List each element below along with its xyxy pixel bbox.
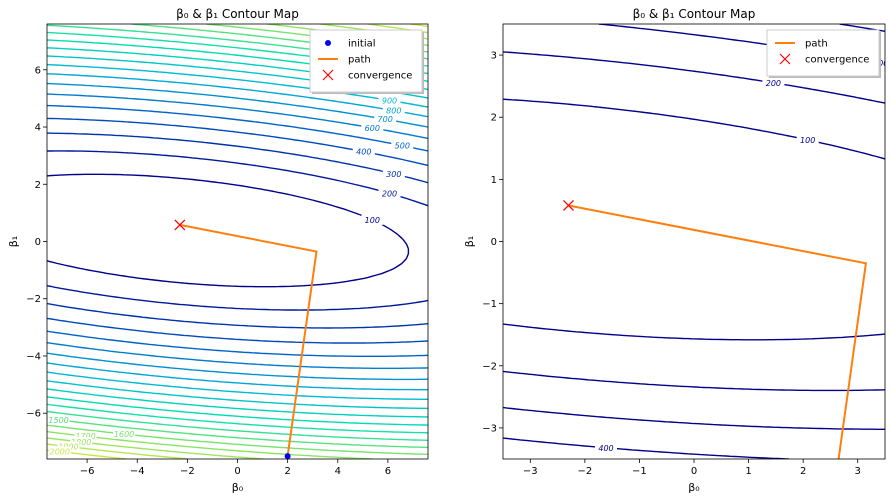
y-tick-label: 3 (491, 51, 497, 62)
legend-label-initial: initial (348, 39, 376, 50)
contour-label-1500: 1500 (48, 416, 68, 425)
legend-label-convergence: convergence (348, 71, 412, 82)
right-legend: path convergence (766, 29, 881, 78)
y-tick-label: 0 (491, 237, 497, 248)
gradient-path (568, 204, 868, 459)
x-tick-label: −3 (523, 466, 538, 477)
legend-marker-initial (325, 40, 331, 46)
contour-label-2000: 2000 (50, 448, 70, 457)
x-tick-label: 4 (335, 466, 341, 477)
x-tick-label: −1 (632, 466, 647, 477)
contour-label-1600: 1600 (114, 430, 134, 439)
legend-box (766, 29, 880, 77)
contour-label-bg-200 (762, 77, 785, 88)
contour-label-bg-300 (382, 168, 405, 179)
contour-label-bg-200 (378, 188, 401, 199)
left-legend: initial path convergence (309, 29, 424, 94)
contour-label-bg-2000 (48, 446, 71, 457)
x-tick-label: 2 (284, 466, 290, 477)
contour-label-200: 200 (766, 79, 781, 88)
contour-label-700: 700 (378, 115, 393, 124)
y-tick-label: 1 (491, 175, 497, 186)
y-tick-label: 4 (35, 123, 41, 134)
y-tick-label: −6 (26, 409, 41, 420)
left-ticks: −6 −4 −2 0 2 4 6 −6 −4 −2 0 2 4 6 (26, 65, 391, 477)
contour-label-500: 500 (395, 142, 410, 151)
legend-label-path: path (348, 55, 371, 66)
left-xlabel: β₀ (232, 481, 244, 494)
y-tick-label: −3 (482, 423, 497, 434)
contour-label-bg-400 (352, 146, 375, 157)
contour-label-bg-1800 (70, 437, 93, 447)
convergence-marker (563, 199, 574, 211)
right-ylabel: β₁ (463, 236, 476, 247)
contour-label-bg-1600 (113, 429, 136, 439)
contour-label-400: 400 (598, 444, 613, 453)
contour-label-1700: 1700 (75, 432, 95, 441)
contour-label-bg-700 (374, 114, 397, 125)
initial-point (284, 453, 291, 459)
x-tick-label: −2 (577, 466, 592, 477)
y-tick-label: 2 (491, 113, 497, 124)
left-contour-panel: 1002003004005006007008009001000110012001… (7, 7, 429, 494)
contour-label-bg-400 (595, 442, 617, 453)
right-title: β₀ & β₁ Contour Map (633, 7, 756, 21)
contour-label-bg-800 (382, 105, 405, 116)
x-tick-label: 6 (385, 466, 391, 477)
x-tick-label: 0 (234, 466, 240, 477)
x-tick-label: 1 (745, 466, 751, 477)
x-tick-label: 2 (800, 466, 806, 477)
left-ylabel: β₁ (7, 236, 20, 247)
contour-label-bg-100 (796, 134, 819, 145)
right-xlabel: β₀ (688, 481, 700, 494)
contour-label-900: 900 (382, 96, 397, 105)
gradient-path (179, 223, 318, 457)
contour-label-600: 600 (365, 124, 380, 133)
legend-marker-convergence (322, 69, 334, 81)
y-tick-label: −2 (482, 361, 497, 372)
right-plot-area (503, 24, 885, 459)
x-tick-label: −2 (180, 466, 195, 477)
contour-label-400: 400 (356, 148, 371, 157)
convergence-marker (174, 219, 186, 231)
contour-label-800: 800 (386, 107, 401, 116)
y-tick-label: −2 (26, 294, 41, 305)
legend-label-convergence: convergence (805, 55, 869, 66)
contour-label-bg-1500 (47, 414, 70, 425)
contour-label-1800: 1800 (71, 438, 91, 447)
x-tick-label: −6 (80, 466, 95, 477)
y-tick-label: 6 (35, 65, 41, 76)
x-tick-label: 0 (691, 466, 697, 477)
right-ticks: −3 −2 −1 0 1 2 3 −3 −2 −1 0 1 2 3 (482, 51, 861, 477)
contour-label-bg-500 (391, 140, 414, 151)
y-tick-label: 0 (35, 237, 41, 248)
contour-label-200: 200 (382, 189, 397, 198)
x-tick-label: 3 (855, 466, 861, 477)
contour-label-bg-1700 (74, 431, 97, 442)
left-path-layer (174, 219, 318, 459)
contour-label-bg-900 (378, 95, 401, 106)
right-contour-panel: 100 200 3 0 0 400 −3 −2 −1 0 1 2 3 −3 −2 −1 0 1 2 3 β₀ & β… (463, 7, 886, 494)
contour-label-100: 100 (800, 136, 815, 145)
legend-label-path: path (805, 39, 828, 50)
right-path-layer (563, 199, 868, 459)
y-tick-label: 2 (35, 180, 41, 191)
x-tick-label: −4 (130, 466, 145, 477)
contour-label-bg-100 (361, 214, 384, 225)
contour-label-bg-600 (361, 122, 384, 133)
contour-label-100: 100 (365, 216, 380, 225)
legend-marker-convergence (779, 53, 791, 65)
y-tick-label: −4 (26, 351, 41, 362)
contour-label-300: 300 (386, 170, 401, 179)
left-title: β₀ & β₁ Contour Map (176, 7, 299, 21)
y-tick-label: −1 (482, 299, 497, 310)
